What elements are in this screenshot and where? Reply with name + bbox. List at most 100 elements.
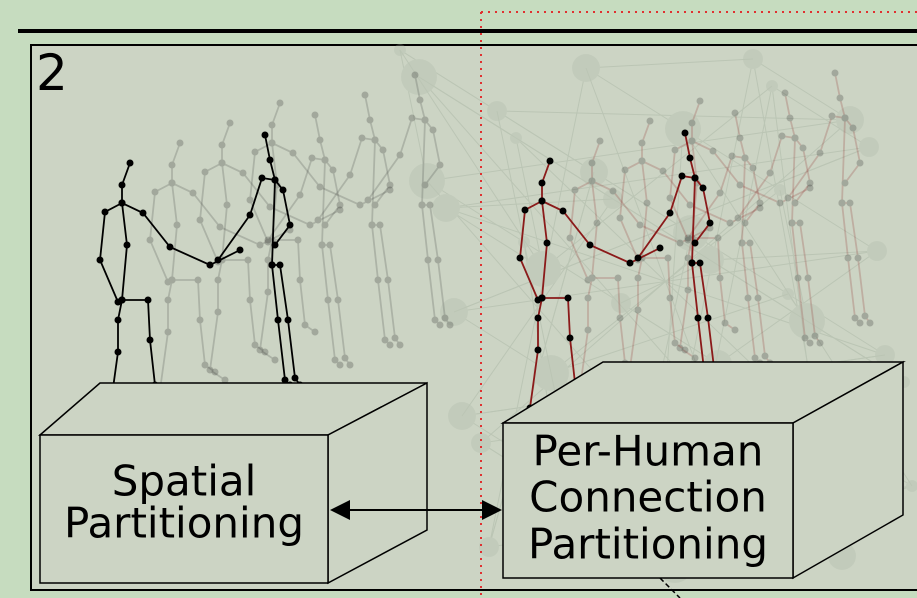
joint — [729, 153, 736, 160]
joint — [682, 347, 689, 354]
joint — [672, 340, 679, 347]
joint — [317, 137, 324, 144]
joint — [850, 125, 857, 132]
joint — [347, 362, 354, 369]
joint — [817, 340, 824, 347]
joint — [737, 135, 744, 142]
joint — [372, 202, 379, 209]
joint — [147, 337, 154, 344]
joint — [717, 275, 724, 282]
joint — [147, 237, 154, 244]
joint — [385, 277, 392, 284]
joint — [387, 182, 394, 189]
joint — [610, 188, 617, 195]
joint — [842, 180, 849, 187]
joint — [262, 349, 269, 356]
joint — [380, 147, 387, 154]
joint — [437, 322, 444, 329]
joint — [672, 147, 679, 154]
joint — [430, 127, 437, 134]
joint — [755, 295, 762, 302]
joint — [710, 148, 717, 155]
joint — [335, 297, 342, 304]
joint — [219, 142, 226, 149]
joint — [347, 172, 354, 179]
joint — [657, 245, 664, 252]
joint — [697, 98, 704, 105]
joint — [807, 180, 814, 187]
joint — [635, 255, 642, 262]
joint — [252, 149, 259, 156]
joint — [692, 355, 699, 362]
joint — [362, 92, 369, 99]
joint — [517, 255, 524, 262]
joint — [852, 315, 859, 322]
joint — [747, 240, 754, 247]
joint — [115, 317, 122, 324]
joint — [312, 112, 319, 119]
joint — [447, 322, 454, 329]
joint — [539, 295, 546, 302]
joint — [325, 297, 332, 304]
joint — [800, 145, 807, 152]
joint — [742, 155, 749, 162]
joint — [219, 160, 226, 167]
joint — [297, 277, 304, 284]
joint — [257, 242, 264, 249]
joint — [535, 315, 542, 322]
joint — [539, 180, 546, 187]
joint — [667, 295, 674, 302]
joint — [705, 315, 712, 322]
joint — [689, 260, 696, 267]
joint — [207, 262, 214, 269]
joint — [522, 207, 529, 214]
joint — [375, 277, 382, 284]
joint — [377, 222, 384, 229]
joint — [737, 182, 744, 189]
joint — [280, 187, 287, 194]
joint — [337, 362, 344, 369]
joint — [639, 158, 646, 165]
joint — [267, 157, 274, 164]
joint — [240, 170, 247, 177]
joint — [422, 182, 429, 189]
joint — [589, 275, 596, 282]
joint — [197, 217, 204, 224]
joint — [862, 313, 869, 320]
joint — [817, 150, 824, 157]
joint — [425, 257, 432, 264]
joint — [97, 257, 104, 264]
joint — [837, 95, 844, 102]
joint — [269, 122, 276, 129]
joint — [572, 187, 579, 194]
joint — [262, 132, 269, 139]
joint — [787, 115, 794, 122]
joint — [322, 222, 329, 229]
joint — [589, 160, 596, 167]
joint — [689, 138, 696, 145]
network-node — [432, 194, 460, 222]
joint — [667, 210, 674, 217]
joint — [169, 180, 176, 187]
joint — [165, 297, 172, 304]
joint — [857, 160, 864, 167]
joint — [212, 369, 219, 376]
joint — [637, 222, 644, 229]
joint — [190, 190, 197, 197]
joint — [412, 72, 419, 79]
joint — [115, 349, 122, 356]
joint — [839, 200, 846, 207]
joint — [290, 150, 297, 157]
joint — [165, 329, 172, 336]
joint — [102, 209, 109, 216]
joint — [287, 222, 294, 229]
joint — [560, 208, 567, 215]
joint — [174, 222, 181, 229]
joint — [797, 220, 804, 227]
joint — [265, 237, 272, 244]
joint — [419, 202, 426, 209]
joint — [857, 320, 864, 327]
joint — [387, 342, 394, 349]
joint — [667, 195, 674, 202]
joint — [567, 235, 574, 242]
